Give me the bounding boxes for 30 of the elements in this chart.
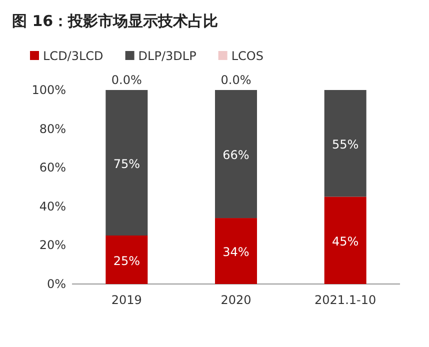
data-label: 55% bbox=[332, 137, 359, 152]
data-label: 0.0% bbox=[111, 73, 142, 87]
data-label: 25% bbox=[113, 254, 140, 268]
bar bbox=[106, 90, 148, 236]
y-tick-label: 80% bbox=[39, 122, 66, 136]
x-tick-label: 2020 bbox=[220, 293, 252, 307]
legend: LCOS bbox=[218, 49, 264, 63]
legend: LCD/3LCD bbox=[30, 49, 104, 63]
legend-label: LCOS bbox=[231, 49, 264, 63]
legend-label: LCD/3LCD bbox=[43, 49, 104, 63]
y-tick-label: 60% bbox=[39, 160, 66, 175]
bar bbox=[215, 218, 257, 284]
y-tick-label: 0% bbox=[46, 277, 66, 291]
x-tick-label: 2021.1-10 bbox=[314, 293, 376, 307]
x-tick-label: 2019 bbox=[111, 293, 142, 307]
chart-title: 图 16：投影市场显示技术占比 bbox=[12, 12, 218, 30]
y-tick-label: 40% bbox=[39, 199, 66, 214]
data-label: 34% bbox=[222, 245, 250, 260]
data-label: 45% bbox=[332, 234, 359, 248]
bar bbox=[215, 90, 257, 218]
y-tick-label: 100% bbox=[32, 83, 66, 97]
y-tick-label: 20% bbox=[39, 238, 66, 252]
data-label: 75% bbox=[113, 156, 140, 171]
bar bbox=[106, 236, 148, 284]
legend-label: DLP/3DLP bbox=[138, 49, 196, 63]
bar bbox=[324, 90, 366, 197]
data-label: 66% bbox=[222, 148, 250, 162]
data-label: 0.0% bbox=[220, 73, 252, 87]
bar bbox=[324, 196, 366, 284]
legend: DLP/3DLP bbox=[125, 49, 196, 63]
